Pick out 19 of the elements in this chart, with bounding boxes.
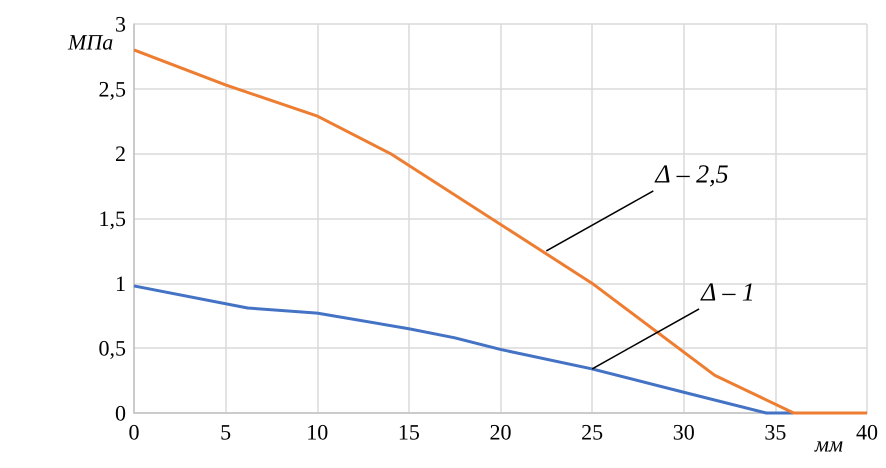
x-tick-label: 15 — [398, 420, 420, 444]
y-tick-label: 2,5 — [98, 76, 126, 102]
x-tick-label: 40 — [856, 420, 878, 444]
y-axis-title: МПа — [67, 30, 114, 54]
y-tick-label: 1 — [115, 270, 126, 296]
y-tick-label: 3 — [115, 12, 126, 36]
x-tick-label: 25 — [581, 420, 604, 444]
annotation: Δ – 2,5 — [654, 159, 729, 188]
y-tick-label: 1,5 — [98, 206, 126, 231]
annotation: Δ – 1 — [700, 277, 755, 306]
x-tick-label: 20 — [490, 420, 512, 444]
y-tick-label: 0,5 — [98, 336, 126, 361]
x-tick-label: 30 — [672, 420, 695, 444]
x-axis-title: мм — [814, 432, 843, 456]
y-tick-label: 0 — [115, 400, 126, 426]
y-tick-label: 2 — [115, 141, 126, 166]
x-tick-label: 10 — [306, 420, 328, 444]
x-tick-label: 35 — [764, 420, 786, 444]
x-tick-label: 5 — [220, 420, 232, 444]
